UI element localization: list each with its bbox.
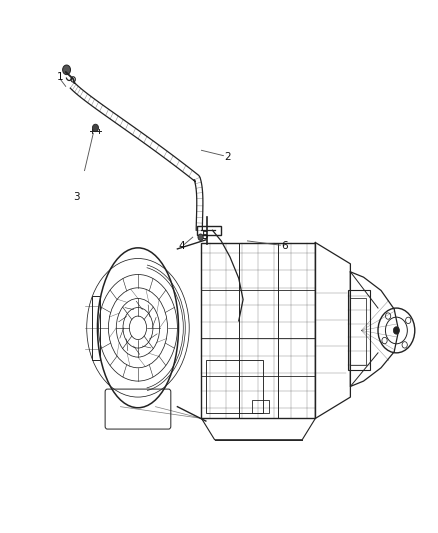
Text: 4: 4 bbox=[178, 241, 185, 251]
Circle shape bbox=[393, 327, 399, 334]
Bar bbox=[201, 243, 315, 418]
Bar bbox=[206, 360, 263, 413]
Bar bbox=[197, 226, 221, 235]
Bar bbox=[350, 298, 366, 365]
Circle shape bbox=[92, 124, 99, 132]
Text: 3: 3 bbox=[73, 192, 80, 202]
Bar bbox=[348, 290, 370, 370]
Text: 5: 5 bbox=[201, 231, 208, 240]
Bar bbox=[92, 296, 100, 360]
Circle shape bbox=[63, 65, 71, 75]
Text: 2: 2 bbox=[224, 152, 231, 162]
Text: 1: 1 bbox=[57, 72, 64, 82]
Text: 6: 6 bbox=[281, 241, 288, 251]
Circle shape bbox=[198, 234, 203, 240]
Bar bbox=[252, 400, 269, 413]
